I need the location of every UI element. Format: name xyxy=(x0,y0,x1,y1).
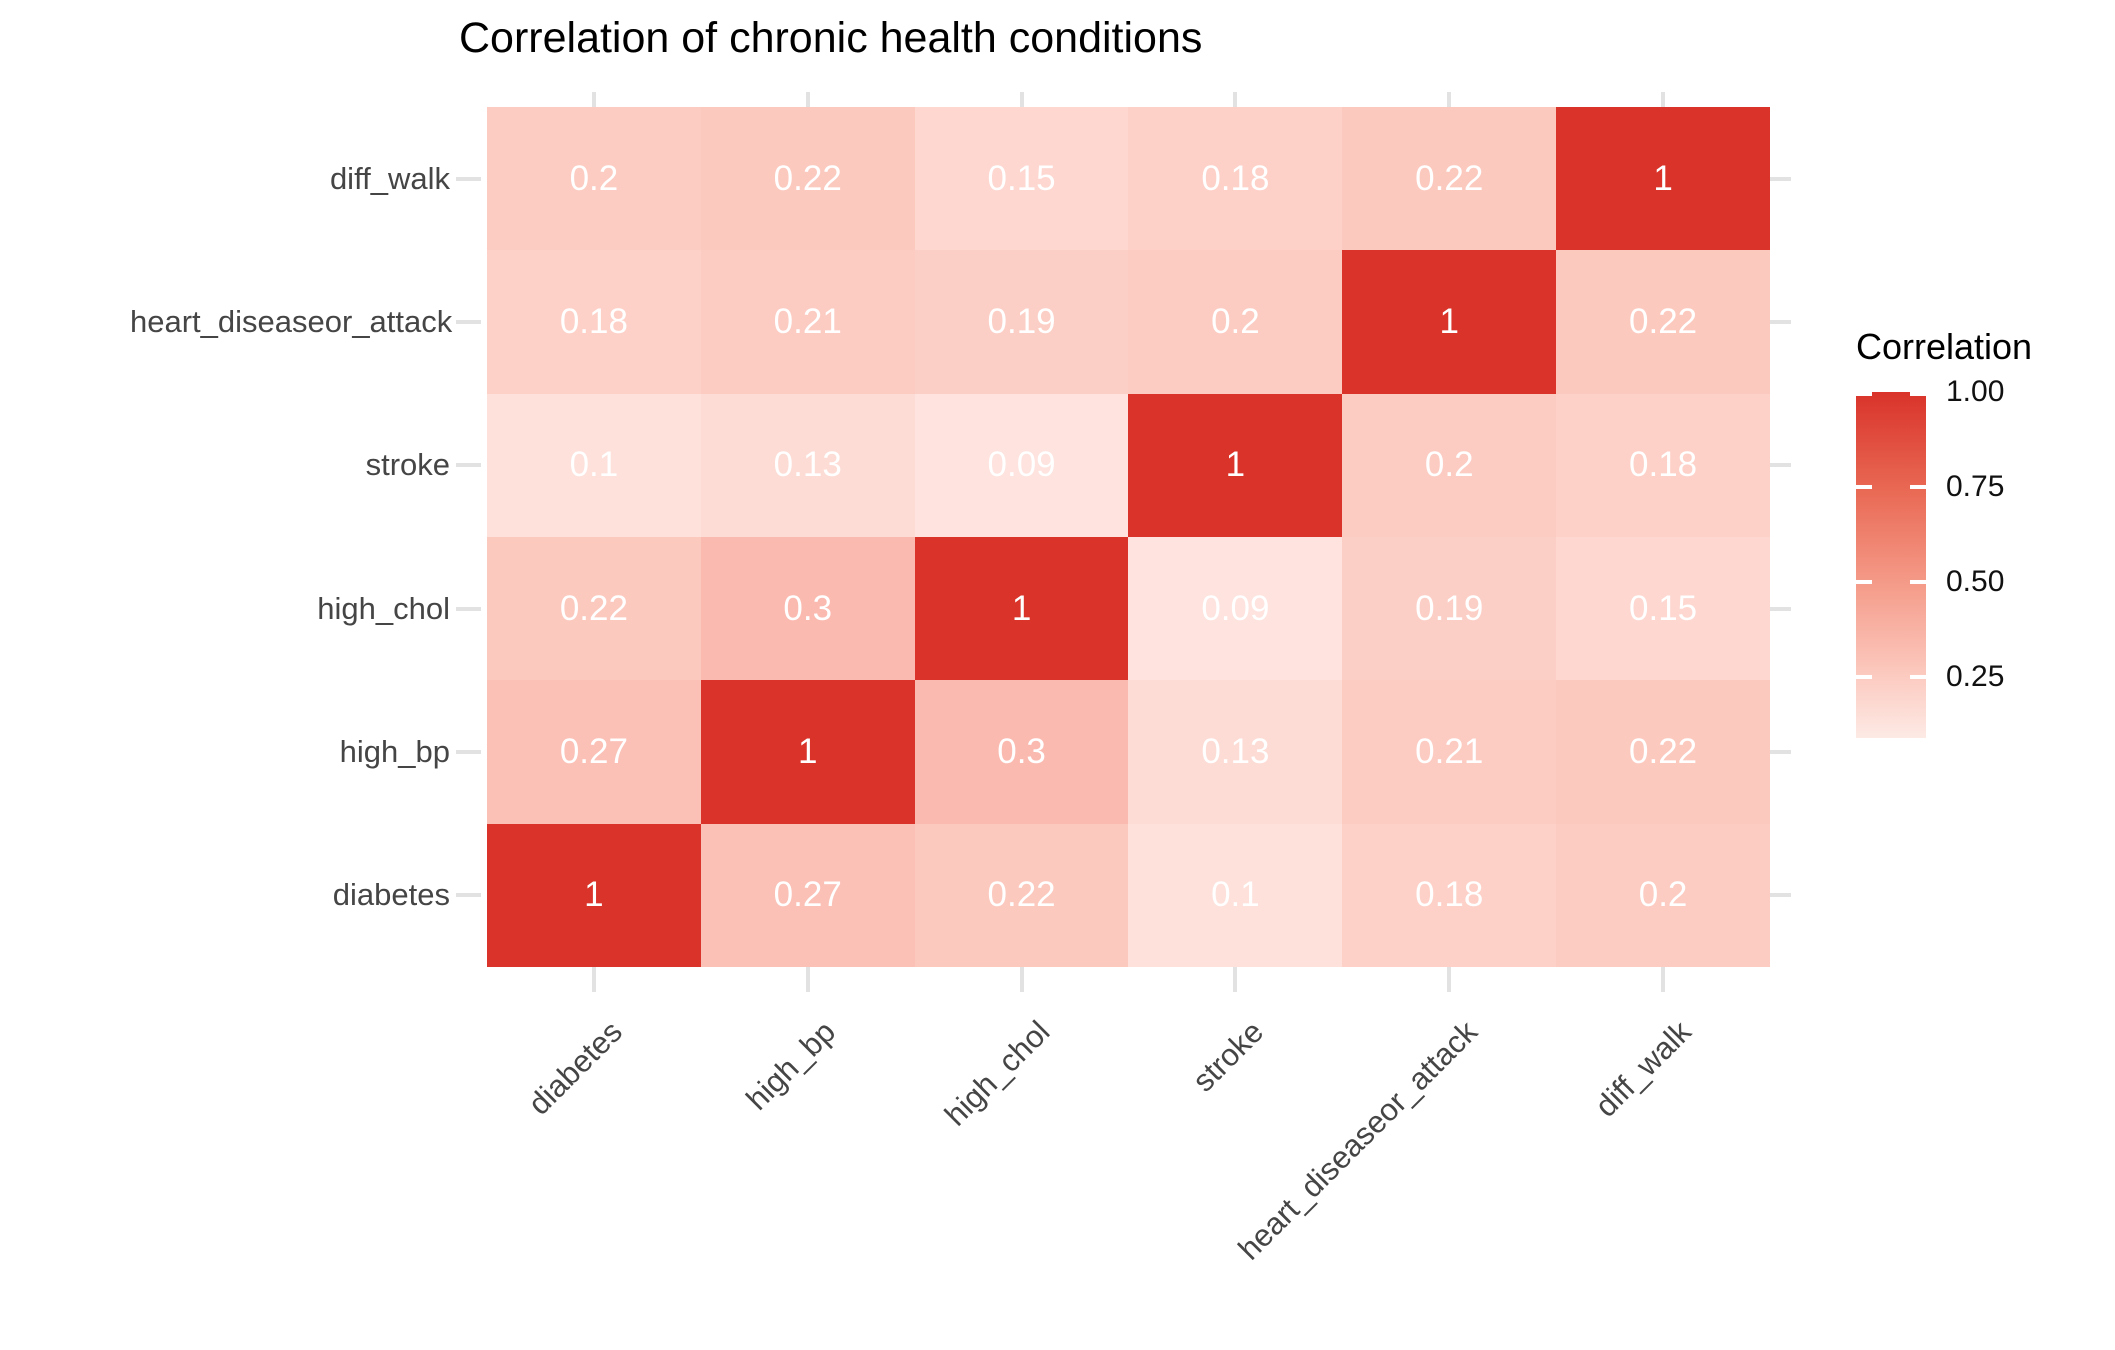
heatmap-cell: 0.27 xyxy=(487,680,701,824)
heatmap-cell: 0.15 xyxy=(1556,536,1770,681)
x-axis-label: high_bp xyxy=(739,1014,843,1117)
x-axis-label: high_chol xyxy=(937,1014,1057,1133)
grid-stub-right xyxy=(1770,320,1791,324)
heatmap-cell: 0.1 xyxy=(1128,823,1343,967)
y-axis-tick xyxy=(456,750,481,754)
x-axis-tick xyxy=(591,967,596,992)
heatmap-cell: 0.2 xyxy=(1556,823,1770,967)
legend-tick-mark xyxy=(1856,580,1872,584)
y-axis-label: diff_walk xyxy=(329,160,450,196)
legend-tick-mark xyxy=(1910,675,1926,679)
y-axis-tick xyxy=(456,463,481,468)
heatmap-cell: 1 xyxy=(700,680,915,824)
x-axis-tick xyxy=(1233,967,1238,992)
y-axis-label: high_bp xyxy=(339,734,450,769)
heatmap-cell: 0.13 xyxy=(700,393,915,537)
heatmap-cell: 0.2 xyxy=(1342,393,1557,537)
x-axis-label: diff_walk xyxy=(1588,1014,1698,1124)
heatmap-cell: 0.13 xyxy=(1128,680,1343,824)
heatmap-cell: 0.18 xyxy=(1128,107,1343,251)
x-axis-label: diabetes xyxy=(521,1014,629,1122)
legend-tick-mark xyxy=(1910,580,1926,584)
heatmap-cell: 1 xyxy=(1128,393,1343,537)
x-axis-tick xyxy=(1661,967,1666,992)
heatmap-cell: 0.18 xyxy=(1342,823,1557,967)
legend-colorbar xyxy=(1856,392,1926,738)
heatmap-cell: 0.19 xyxy=(1342,536,1557,681)
legend-tick-mark xyxy=(1910,392,1926,396)
legend-tick-label: 1.00 xyxy=(1946,375,2005,408)
heatmap-cell: 0.19 xyxy=(914,250,1129,394)
grid-stub-right xyxy=(1770,750,1791,754)
grid-stub-right xyxy=(1770,176,1791,181)
heatmap-cell: 1 xyxy=(1556,107,1770,251)
x-axis-tick xyxy=(1447,967,1452,992)
legend-tick-mark xyxy=(1910,485,1926,489)
heatmap-cell: 0.1 xyxy=(487,393,701,537)
grid-stub-top xyxy=(805,92,810,107)
heatmap-cell: 0.22 xyxy=(700,107,915,251)
legend-tick-mark xyxy=(1856,392,1872,396)
heatmap-cell: 0.22 xyxy=(1342,107,1557,251)
grid-stub-right xyxy=(1770,893,1791,898)
heatmap-cell: 0.22 xyxy=(914,823,1129,967)
x-axis-label: heart_diseaseor_attack xyxy=(1231,1014,1484,1267)
grid-stub-top xyxy=(1233,92,1238,107)
heatmap-cell: 0.22 xyxy=(1556,680,1770,824)
heatmap-cell: 0.22 xyxy=(487,536,701,681)
y-axis-label: high_chol xyxy=(317,590,450,626)
x-axis-tick xyxy=(1019,967,1024,992)
heatmap-cell: 1 xyxy=(1342,250,1557,394)
legend-tick-mark xyxy=(1856,485,1872,489)
y-axis-label: diabetes xyxy=(332,877,450,913)
grid-stub-right xyxy=(1770,463,1791,468)
legend-title: Correlation xyxy=(1856,326,2033,367)
y-axis-tick xyxy=(456,606,481,611)
heatmap-cell: 0.15 xyxy=(914,107,1129,251)
heatmap-cell: 0.27 xyxy=(700,823,915,967)
legend-tick-label: 0.25 xyxy=(1946,660,2005,693)
plot-title: Correlation of chronic health conditions xyxy=(459,14,1203,62)
heatmap-cell: 0.09 xyxy=(914,393,1129,537)
y-axis-tick xyxy=(456,893,481,898)
grid-stub-top xyxy=(1447,92,1452,107)
x-axis-label: stroke xyxy=(1185,1014,1271,1099)
y-axis-label: stroke xyxy=(365,447,450,483)
grid-stub-top xyxy=(591,92,596,107)
heatmap-cell: 0.18 xyxy=(1556,393,1770,537)
x-axis-tick xyxy=(805,967,810,992)
grid-stub-top xyxy=(1019,92,1024,107)
heatmap-cell: 1 xyxy=(914,536,1129,681)
y-axis-tick xyxy=(456,176,481,181)
heatmap-cell: 1 xyxy=(487,823,701,967)
legend-tick-mark xyxy=(1856,675,1872,679)
heatmap-cell: 0.18 xyxy=(487,250,701,394)
grid-stub-top xyxy=(1661,92,1666,107)
heatmap-cell: 0.09 xyxy=(1128,536,1343,681)
heatmap-cell: 0.21 xyxy=(1342,680,1557,824)
grid-stub-right xyxy=(1770,606,1791,611)
heatmap-cell: 0.3 xyxy=(700,536,915,681)
legend-tick-label: 0.75 xyxy=(1946,470,2005,503)
heatmap-panel: 0.2 0.22 0.15 0.18 0.22 1 0.18 0.21 0.19 0.2 1 0.22… xyxy=(487,107,1770,967)
heatmap-cell: 0.21 xyxy=(700,250,915,394)
y-axis-label: heart_diseaseor_attack xyxy=(130,304,453,339)
heatmap-cell: 0.3 xyxy=(914,680,1129,824)
heatmap-cell: 0.2 xyxy=(1128,250,1343,394)
legend-tick-label: 0.50 xyxy=(1946,565,2005,598)
y-axis-tick xyxy=(456,320,481,324)
heatmap-cell: 0.2 xyxy=(487,107,701,251)
heatmap-cell: 0.22 xyxy=(1556,250,1770,394)
